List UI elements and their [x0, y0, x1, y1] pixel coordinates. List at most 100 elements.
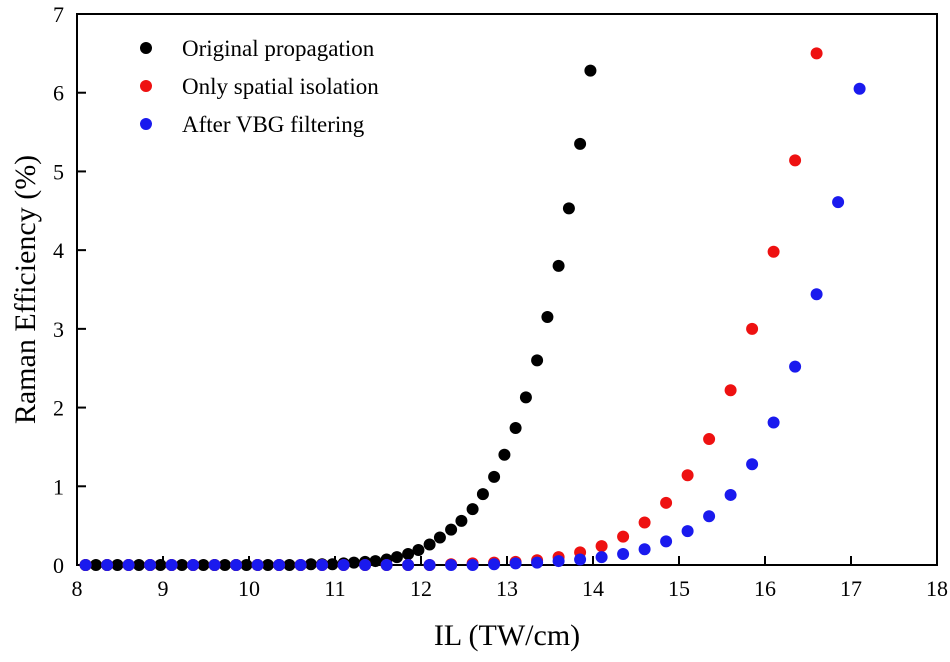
- legend-marker: [140, 118, 152, 130]
- data-point: [724, 488, 737, 501]
- data-point: [832, 196, 845, 209]
- x-tick-label: 10: [238, 576, 260, 601]
- data-point: [789, 360, 802, 373]
- data-point: [638, 516, 651, 529]
- data-point: [638, 543, 651, 556]
- data-point: [746, 322, 759, 335]
- data-point: [423, 559, 436, 571]
- data-point: [488, 558, 501, 571]
- data-point: [359, 559, 372, 571]
- data-point: [595, 540, 608, 553]
- data-point: [390, 551, 403, 564]
- data-point: [767, 245, 780, 258]
- data-point: [165, 559, 178, 571]
- data-point: [230, 559, 243, 571]
- data-point: [251, 559, 264, 571]
- data-point: [810, 47, 823, 60]
- data-point: [326, 558, 339, 571]
- data-point: [455, 514, 468, 527]
- data-point: [562, 202, 575, 215]
- data-point: [531, 556, 544, 569]
- data-point: [595, 551, 608, 564]
- x-tick-label: 14: [582, 576, 604, 601]
- x-tick-label: 12: [410, 576, 432, 601]
- data-point: [584, 64, 597, 77]
- data-point: [445, 523, 458, 536]
- y-axis-title: Raman Efficiency (%): [9, 155, 42, 424]
- data-point: [531, 354, 544, 367]
- data-point: [541, 311, 554, 324]
- x-tick-label: 17: [840, 576, 862, 601]
- data-point: [767, 416, 780, 429]
- data-point: [122, 559, 135, 571]
- data-point: [433, 531, 446, 544]
- data-point: [660, 496, 673, 509]
- data-point: [703, 510, 716, 523]
- data-point: [175, 559, 188, 571]
- x-axis-title: IL (TW/cm): [434, 619, 580, 652]
- legend-label: Original propagation: [182, 36, 375, 61]
- data-point: [402, 547, 415, 560]
- data-point: [187, 559, 200, 571]
- y-axis-ticks: 0 1 2 3 4 5 6 7: [53, 2, 86, 578]
- data-point: [810, 288, 823, 301]
- data-point: [617, 547, 630, 560]
- data-point: [402, 559, 415, 571]
- data-point: [197, 559, 210, 571]
- data-point: [304, 558, 317, 571]
- data-point: [208, 559, 221, 571]
- data-point: [617, 530, 630, 543]
- legend-marker: [140, 80, 152, 92]
- data-point: [261, 559, 274, 571]
- legend-label: Only spatial isolation: [182, 74, 379, 99]
- data-point: [466, 559, 479, 571]
- data-point: [746, 458, 759, 471]
- data-point: [681, 525, 694, 538]
- data-point: [423, 538, 436, 551]
- y-tick-label: 6: [53, 81, 64, 106]
- x-tick-label: 9: [158, 576, 169, 601]
- data-point: [703, 433, 716, 446]
- x-axis-ticks: 8 9 10 11 12 13 14 15 16 17 18: [72, 556, 948, 601]
- data-point: [509, 557, 522, 570]
- data-point: [283, 559, 296, 571]
- legend-label: After VBG filtering: [182, 112, 365, 137]
- data-point: [476, 488, 489, 501]
- data-point: [337, 559, 350, 571]
- series-0: [79, 64, 597, 571]
- y-tick-label: 5: [53, 159, 64, 184]
- data-point: [347, 556, 360, 569]
- legend-marker: [140, 42, 152, 54]
- data-point: [240, 559, 253, 571]
- data-point: [412, 544, 425, 557]
- data-point: [273, 559, 286, 571]
- data-point: [681, 469, 694, 482]
- x-tick-label: 13: [496, 576, 518, 601]
- y-tick-label: 7: [53, 2, 64, 27]
- data-point: [132, 559, 145, 571]
- data-point: [466, 503, 479, 516]
- data-point: [724, 384, 737, 397]
- x-tick-label: 15: [668, 576, 690, 601]
- data-point: [574, 137, 587, 150]
- data-point: [445, 559, 458, 571]
- y-tick-label: 0: [53, 553, 64, 578]
- data-point: [552, 259, 565, 272]
- data-point: [294, 559, 307, 571]
- data-point: [111, 559, 124, 571]
- x-tick-label: 16: [754, 576, 776, 601]
- x-tick-label: 8: [72, 576, 83, 601]
- legend: Original propagation Only spatial isolati…: [140, 36, 379, 137]
- data-point: [218, 559, 231, 571]
- data-point: [369, 555, 382, 568]
- data-point: [552, 555, 565, 568]
- data-point: [509, 422, 522, 435]
- data-point: [154, 559, 167, 571]
- data-point: [498, 448, 511, 461]
- data-point: [380, 559, 393, 571]
- data-point: [519, 391, 532, 404]
- y-tick-label: 1: [53, 474, 64, 499]
- data-point: [789, 154, 802, 167]
- data-points: [79, 47, 866, 571]
